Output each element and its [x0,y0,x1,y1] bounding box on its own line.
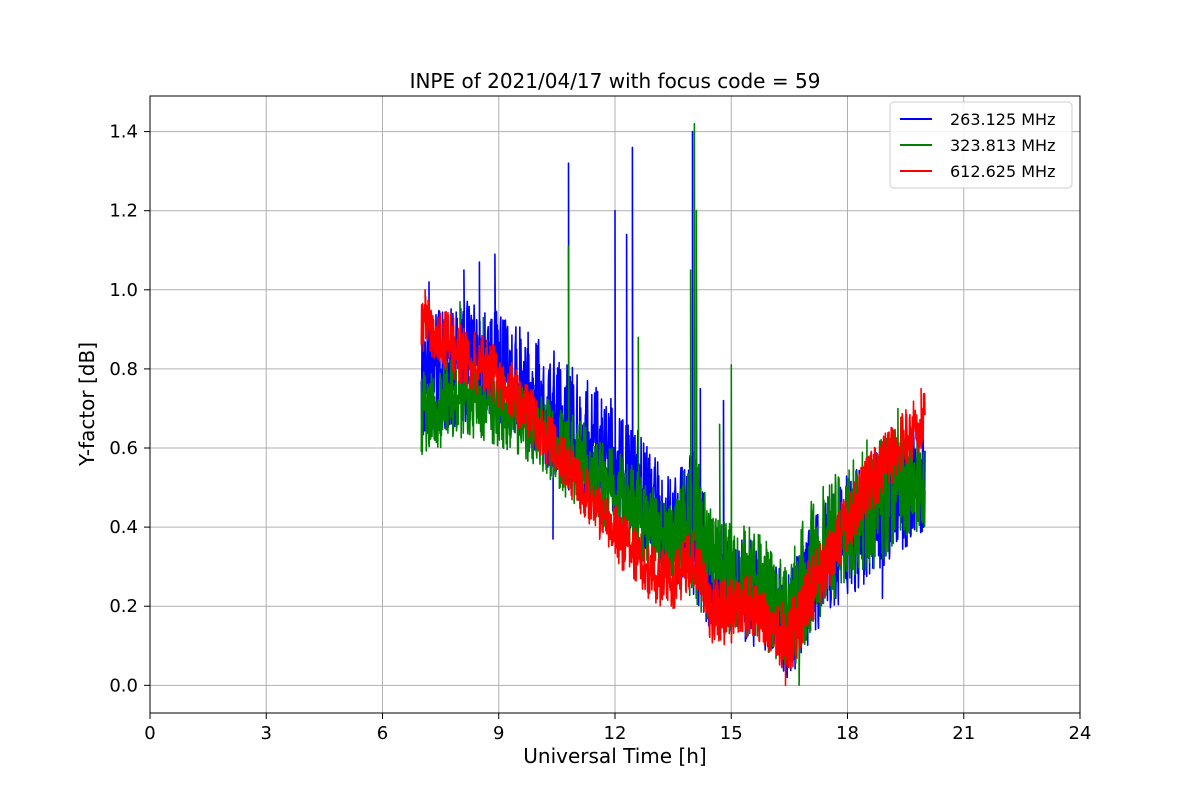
x-tick-label: 6 [377,723,388,744]
x-tick-label: 21 [952,723,975,744]
x-tick-label: 0 [144,723,155,744]
axis-ticks: 0 3 6 9 12 15 18 21 24 0.0 0.2 0.4 0.6 0.8 1.0 1.2 1.4 [109,122,1091,744]
x-axis-label: Universal Time [h] [523,744,706,768]
y-axis-label: Y-factor [dB] [75,342,99,467]
x-tick-label: 24 [1069,723,1092,744]
y-tick-label: 0.6 [109,438,138,459]
y-tick-label: 0.0 [109,675,138,696]
legend-label-612: 612.625 MHz [950,162,1055,181]
series-line-323813 [420,122,926,687]
legend-label-323: 323.813 MHz [950,136,1055,155]
x-tick-label: 3 [261,723,272,744]
y-tick-label: 0.4 [109,517,138,538]
legend: 263.125 MHz 323.813 MHz 612.625 MHz [889,101,1073,189]
series-layer [420,122,926,687]
x-tick-label: 9 [493,723,504,744]
x-tick-label: 15 [720,723,743,744]
chart-title: INPE of 2021/04/17 with focus code = 59 [410,69,821,93]
y-tick-label: 1.0 [109,280,138,301]
y-tick-label: 1.4 [109,122,138,143]
y-tick-label: 0.8 [109,359,138,380]
legend-box [889,101,1073,189]
x-tick-label: 12 [604,723,627,744]
series-612625-group [420,289,926,687]
y-tick-label: 0.2 [109,596,138,617]
series-323813-group [420,122,926,687]
x-tick-label: 18 [836,723,859,744]
y-tick-label: 1.2 [109,201,138,222]
series-line-612625 [420,289,926,687]
legend-label-263: 263.125 MHz [950,110,1055,129]
